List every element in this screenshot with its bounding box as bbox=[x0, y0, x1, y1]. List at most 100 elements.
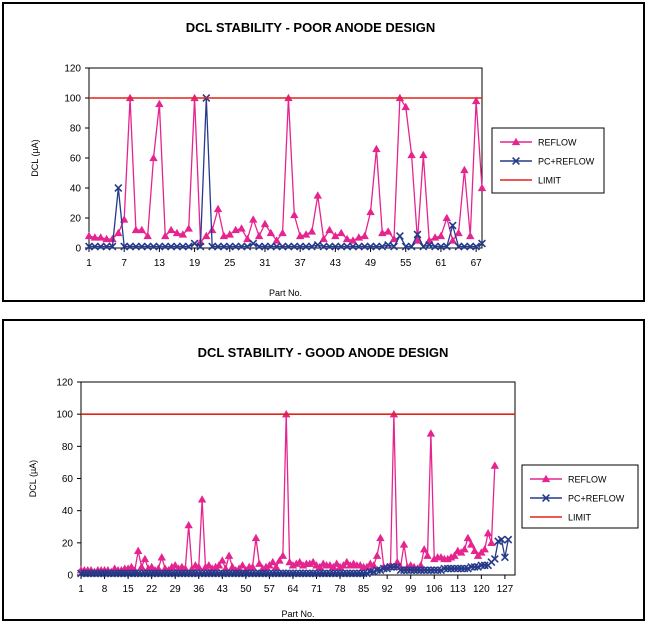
x-tick-label-good: 106 bbox=[426, 584, 443, 595]
point-pc-reflow-poor bbox=[243, 242, 252, 251]
legend-label-limit-poor: LIMIT bbox=[538, 176, 562, 186]
x-tick-label-poor: 61 bbox=[435, 258, 447, 269]
point-pc-reflow-good bbox=[255, 569, 264, 578]
point-reflow-poor bbox=[114, 228, 123, 237]
series-line-reflow-good bbox=[81, 414, 496, 573]
point-pc-reflow-good bbox=[400, 566, 408, 575]
point-pc-reflow-poor bbox=[401, 242, 410, 251]
point-pc-reflow-poor bbox=[131, 242, 140, 251]
point-pc-reflow-poor bbox=[114, 184, 123, 192]
point-reflow-poor bbox=[143, 231, 152, 240]
point-reflow-poor bbox=[137, 225, 146, 234]
point-pc-reflow-poor bbox=[266, 242, 275, 251]
y-tick-label-poor: 40 bbox=[70, 184, 82, 195]
point-pc-reflow-poor bbox=[378, 242, 387, 251]
point-pc-reflow-good bbox=[214, 569, 223, 578]
point-pc-reflow-good bbox=[228, 569, 237, 578]
point-pc-reflow-good bbox=[137, 569, 146, 578]
point-pc-reflow-poor bbox=[413, 230, 422, 239]
point-pc-reflow-poor bbox=[90, 242, 99, 251]
y-tick-label-good: 100 bbox=[56, 410, 73, 421]
point-pc-reflow-poor bbox=[366, 242, 375, 251]
point-reflow-poor bbox=[331, 231, 340, 240]
chart-panel-good: DCL STABILITY - GOOD ANODE DESIGN 0 20 40 60… bbox=[2, 319, 645, 621]
point-reflow-good bbox=[214, 561, 224, 569]
point-pc-reflow-poor bbox=[319, 242, 328, 251]
point-pc-reflow-poor bbox=[395, 232, 404, 240]
point-pc-reflow-good bbox=[413, 566, 422, 575]
x-tick-label-poor: 13 bbox=[154, 258, 166, 269]
point-pc-reflow-good bbox=[497, 535, 506, 544]
point-pc-reflow-good bbox=[443, 564, 452, 573]
point-reflow-poor bbox=[419, 150, 428, 159]
point-pc-reflow-good bbox=[359, 569, 368, 578]
point-pc-reflow-good bbox=[147, 569, 156, 578]
y-tick-label-poor: 0 bbox=[75, 244, 81, 255]
point-reflow-poor bbox=[166, 225, 176, 234]
point-pc-reflow-good bbox=[322, 569, 331, 578]
point-reflow-good bbox=[137, 562, 146, 571]
point-pc-reflow-good bbox=[134, 569, 143, 578]
point-pc-reflow-good bbox=[295, 569, 304, 578]
point-pc-reflow-poor bbox=[296, 242, 305, 251]
point-pc-reflow-good bbox=[140, 569, 149, 578]
point-pc-reflow-good bbox=[389, 562, 398, 571]
point-reflow-good bbox=[463, 533, 473, 542]
point-reflow-poor bbox=[325, 225, 334, 234]
point-pc-reflow-poor bbox=[161, 242, 170, 251]
point-pc-reflow-poor bbox=[137, 242, 146, 251]
point-pc-reflow-good bbox=[305, 569, 314, 578]
point-reflow-poor bbox=[301, 230, 311, 238]
point-pc-reflow-poor bbox=[466, 242, 475, 251]
y-tick-label-good: 60 bbox=[62, 474, 74, 485]
point-pc-reflow-poor bbox=[372, 242, 381, 251]
point-reflow-poor bbox=[448, 236, 457, 244]
point-reflow-poor bbox=[460, 165, 469, 174]
point-reflow-good bbox=[278, 551, 288, 559]
point-pc-reflow-good bbox=[379, 564, 388, 573]
x-tick-label-good: 85 bbox=[358, 584, 370, 595]
x-tick-label-good: 15 bbox=[123, 584, 135, 595]
x-tick-label-good: 64 bbox=[287, 584, 299, 595]
point-reflow-poor bbox=[290, 210, 299, 219]
point-pc-reflow-good bbox=[500, 553, 509, 562]
point-pc-reflow-good bbox=[251, 569, 260, 578]
point-pc-reflow-poor bbox=[149, 242, 158, 251]
point-reflow-poor bbox=[161, 231, 170, 240]
point-pc-reflow-good bbox=[258, 569, 267, 578]
point-pc-reflow-poor bbox=[261, 242, 269, 251]
point-reflow-good bbox=[184, 520, 193, 529]
point-pc-reflow-good bbox=[248, 569, 257, 578]
point-reflow-poor bbox=[84, 231, 94, 240]
point-reflow-good bbox=[268, 557, 277, 566]
point-pc-reflow-good bbox=[447, 564, 456, 573]
point-pc-reflow-poor bbox=[407, 242, 416, 251]
point-pc-reflow-poor bbox=[120, 242, 129, 251]
point-reflow-poor bbox=[254, 231, 264, 240]
point-reflow-poor bbox=[260, 219, 270, 228]
point-pc-reflow-poor bbox=[255, 242, 264, 251]
point-reflow-poor bbox=[272, 236, 281, 244]
point-reflow-good bbox=[480, 545, 489, 553]
point-reflow-poor bbox=[90, 233, 100, 241]
point-reflow-good bbox=[255, 559, 264, 567]
point-reflow-good bbox=[369, 561, 378, 569]
chart-panel-poor: DCL STABILITY - POOR ANODE DESIGN 0 20 40 60… bbox=[2, 2, 645, 302]
point-reflow-good bbox=[416, 561, 425, 569]
point-reflow-poor bbox=[471, 96, 481, 105]
point-pc-reflow-good bbox=[315, 569, 324, 578]
point-pc-reflow-good bbox=[356, 569, 365, 578]
point-pc-reflow-good bbox=[157, 569, 166, 578]
point-reflow-good bbox=[450, 551, 459, 559]
x-tick-label-good: 71 bbox=[311, 584, 323, 595]
point-pc-reflow-poor bbox=[343, 242, 352, 251]
chart-poor-anode: DCL STABILITY - POOR ANODE DESIGN 0 20 40 60… bbox=[30, 20, 605, 298]
point-pc-reflow-good bbox=[77, 569, 85, 578]
point-reflow-good bbox=[194, 562, 203, 571]
legend-marker-pc-reflow-good bbox=[542, 494, 550, 502]
point-pc-reflow-poor bbox=[184, 242, 193, 251]
y-tick-label-poor: 100 bbox=[64, 94, 81, 105]
point-pc-reflow-poor bbox=[278, 242, 287, 251]
point-pc-reflow-poor bbox=[419, 242, 428, 251]
point-reflow-poor bbox=[413, 236, 422, 244]
